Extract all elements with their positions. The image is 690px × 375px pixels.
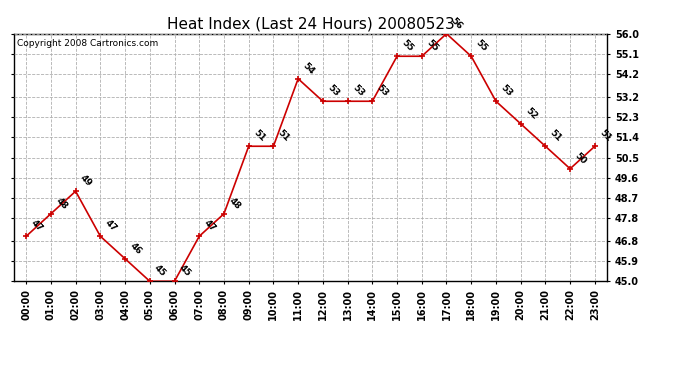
Text: 47: 47 bbox=[103, 218, 119, 234]
Text: 48: 48 bbox=[227, 196, 242, 211]
Text: 52: 52 bbox=[524, 106, 539, 121]
Title: Heat Index (Last 24 Hours) 20080523: Heat Index (Last 24 Hours) 20080523 bbox=[166, 16, 455, 31]
Text: 47: 47 bbox=[202, 218, 217, 234]
Text: 47: 47 bbox=[29, 218, 44, 234]
Text: 51: 51 bbox=[276, 128, 291, 144]
Text: 50: 50 bbox=[573, 151, 588, 166]
Text: 53: 53 bbox=[375, 83, 391, 99]
Text: 53: 53 bbox=[351, 83, 366, 99]
Text: 53: 53 bbox=[499, 83, 514, 99]
Text: 55: 55 bbox=[474, 38, 489, 54]
Text: 51: 51 bbox=[598, 128, 613, 144]
Text: 45: 45 bbox=[152, 263, 168, 279]
Text: Copyright 2008 Cartronics.com: Copyright 2008 Cartronics.com bbox=[17, 39, 158, 48]
Text: 49: 49 bbox=[79, 173, 94, 189]
Text: 51: 51 bbox=[251, 128, 266, 144]
Text: 55: 55 bbox=[424, 38, 440, 54]
Text: 55: 55 bbox=[400, 38, 415, 54]
Text: 53: 53 bbox=[326, 83, 341, 99]
Text: 48: 48 bbox=[54, 196, 69, 211]
Text: 45: 45 bbox=[177, 263, 193, 279]
Text: 54: 54 bbox=[301, 61, 316, 76]
Text: 46: 46 bbox=[128, 241, 143, 256]
Text: 56: 56 bbox=[449, 16, 464, 31]
Text: 51: 51 bbox=[548, 128, 563, 144]
